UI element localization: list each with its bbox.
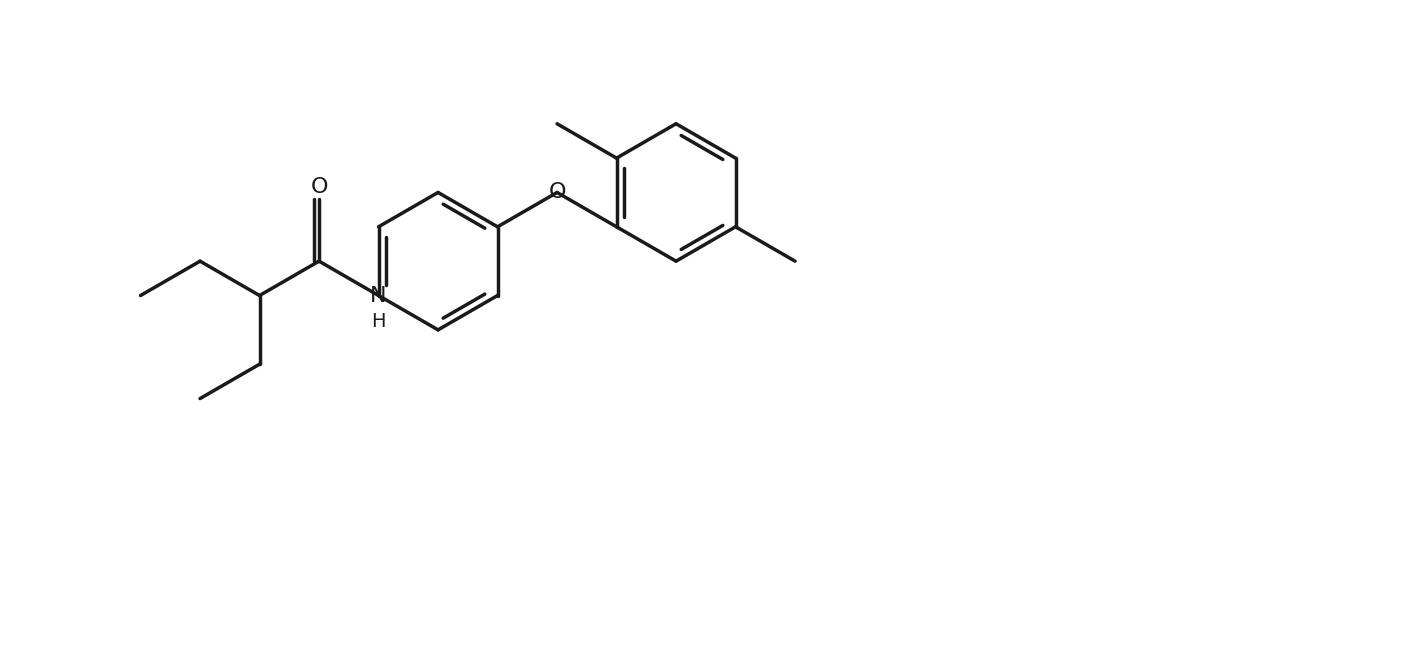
Text: O: O: [548, 182, 566, 202]
Text: N: N: [371, 286, 386, 306]
Text: O: O: [311, 176, 328, 196]
Text: H: H: [371, 312, 386, 331]
